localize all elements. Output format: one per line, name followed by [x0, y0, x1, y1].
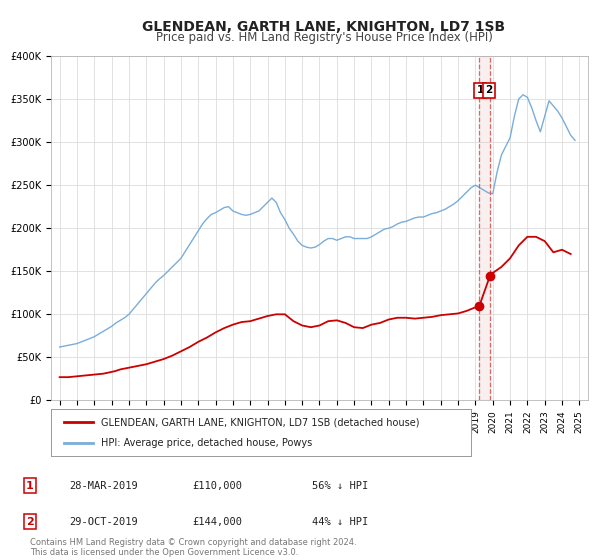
- Text: 1: 1: [26, 480, 34, 491]
- Text: Contains HM Land Registry data © Crown copyright and database right 2024.
This d: Contains HM Land Registry data © Crown c…: [30, 538, 356, 557]
- Text: 44% ↓ HPI: 44% ↓ HPI: [312, 517, 368, 527]
- Text: 2: 2: [26, 517, 34, 527]
- Text: 56% ↓ HPI: 56% ↓ HPI: [312, 480, 368, 491]
- Text: £144,000: £144,000: [192, 517, 242, 527]
- Text: £110,000: £110,000: [192, 480, 242, 491]
- Text: 29-OCT-2019: 29-OCT-2019: [69, 517, 138, 527]
- Text: 1: 1: [476, 86, 484, 95]
- Text: 28-MAR-2019: 28-MAR-2019: [69, 480, 138, 491]
- Bar: [479, 56, 490, 400]
- Text: Price paid vs. HM Land Registry's House Price Index (HPI): Price paid vs. HM Land Registry's House …: [155, 31, 493, 44]
- Text: 2: 2: [485, 86, 493, 95]
- Text: HPI: Average price, detached house, Powys: HPI: Average price, detached house, Powy…: [101, 438, 313, 448]
- Text: GLENDEAN, GARTH LANE, KNIGHTON, LD7 1SB: GLENDEAN, GARTH LANE, KNIGHTON, LD7 1SB: [142, 20, 506, 34]
- Text: GLENDEAN, GARTH LANE, KNIGHTON, LD7 1SB (detached house): GLENDEAN, GARTH LANE, KNIGHTON, LD7 1SB …: [101, 417, 420, 427]
